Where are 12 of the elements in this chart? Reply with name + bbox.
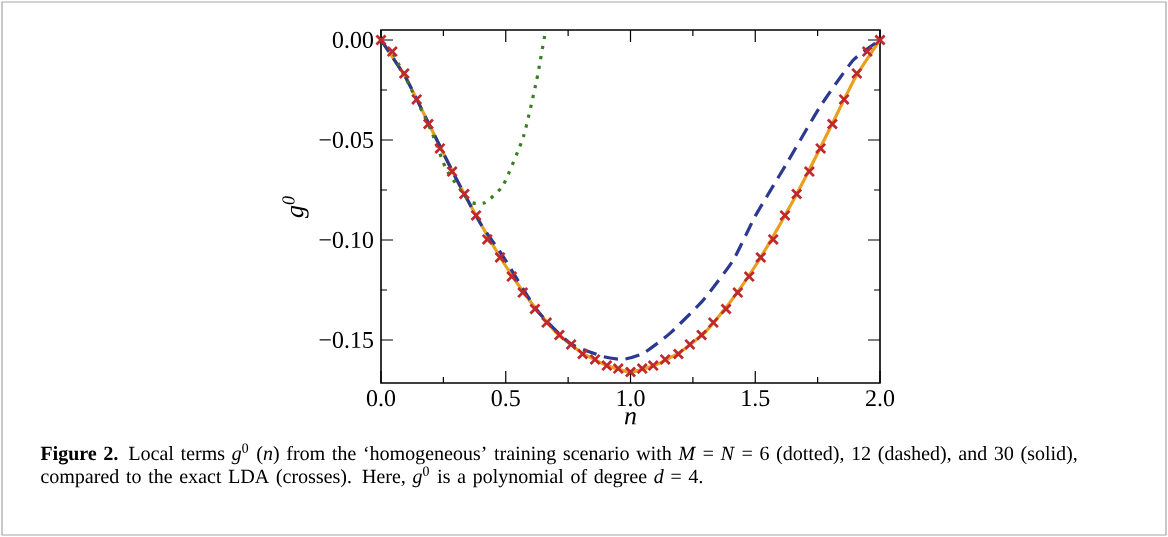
y-tick-label: 0.00 xyxy=(332,31,374,49)
x-tick-label: 0.0 xyxy=(366,390,396,407)
text: Figure 2. Local terms g$^{0}$ (n) from the ‘homogeneous’ training scenario with M = N = 6 (dotted), 12 (dashed), and 30 (solid), compared to the exact LDA (crosses). Here, g$^{0}$ is a polynomial of degree d = 4. xyxy=(40,443,1077,488)
y-tick-label: −0.10 xyxy=(319,231,374,249)
x-tick-label: 2.0 xyxy=(866,390,895,407)
y-tick-label: −0.05 xyxy=(319,131,374,149)
x-axis-title: n xyxy=(624,412,636,425)
y-axis-title: g$^{0}$ xyxy=(282,196,309,219)
x-tick-label: 0.5 xyxy=(491,390,520,407)
y-tick-label: −0.15 xyxy=(319,331,374,349)
x-tick-label: 1.0 xyxy=(617,390,645,407)
x-tick-label: 1.5 xyxy=(742,390,770,407)
